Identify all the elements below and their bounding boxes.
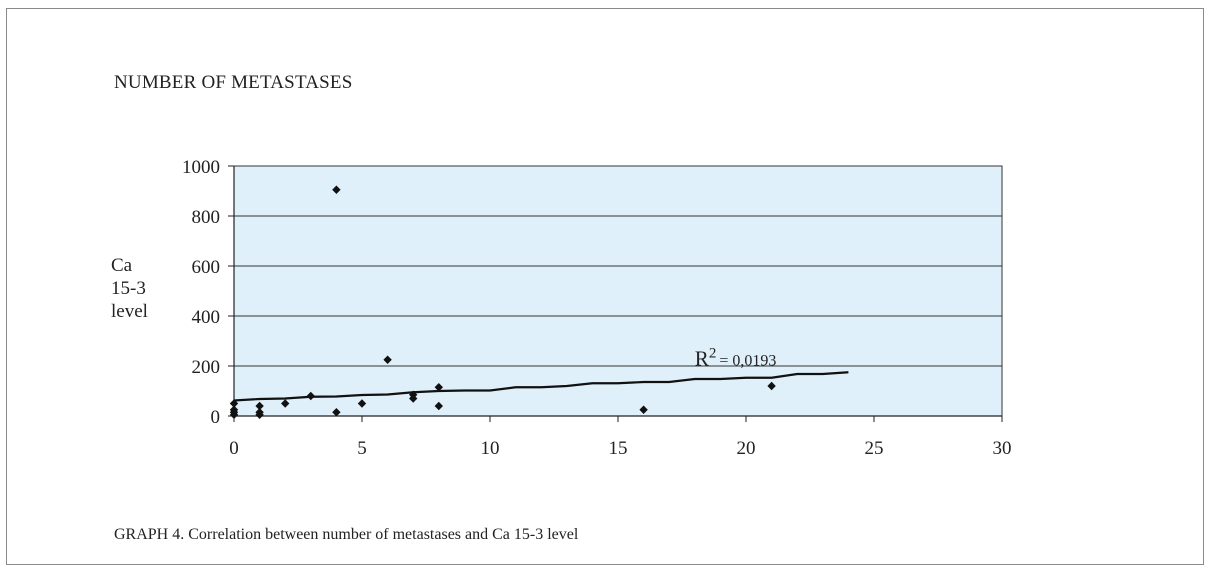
data-point-6 bbox=[255, 401, 264, 411]
trendline bbox=[233, 371, 849, 402]
data-point-5 bbox=[255, 408, 264, 417]
x-tick-label-5: 5 bbox=[357, 438, 367, 459]
x-tick-label-20: 20 bbox=[737, 438, 756, 459]
chart-title: NUMBER OF METASTASES bbox=[114, 72, 353, 93]
y-axis-label: Ca 15-3 level bbox=[111, 254, 148, 323]
figure-caption: GRAPH 4. Correlation between number of m… bbox=[114, 526, 579, 543]
r-squared-label: R2 = 0,0193 bbox=[695, 345, 777, 370]
data-point-10 bbox=[332, 408, 341, 417]
x-tick-label-15: 15 bbox=[609, 438, 628, 459]
y-axis-label-line-1: Ca bbox=[111, 255, 133, 276]
data-point-11 bbox=[357, 399, 367, 408]
y-tick-label-800: 800 bbox=[192, 207, 221, 228]
data-point-3 bbox=[229, 399, 239, 408]
y-tick-label-200: 200 bbox=[192, 357, 221, 378]
y-axis-label-line-2: 15-3 bbox=[111, 278, 146, 299]
y-tick-label-600: 600 bbox=[192, 257, 221, 278]
x-tick-label-0: 0 bbox=[229, 438, 239, 459]
y-tick-labels: 0 200 400 600 800 1000 bbox=[182, 157, 220, 428]
data-point-17 bbox=[639, 405, 648, 414]
data-point-2 bbox=[229, 405, 239, 414]
x-tick-label-10: 10 bbox=[481, 438, 500, 459]
y-tick-label-400: 400 bbox=[192, 307, 221, 328]
trendline-group bbox=[233, 371, 849, 402]
r-squared-superscript: 2 bbox=[709, 345, 717, 361]
x-tick-label-25: 25 bbox=[865, 438, 884, 459]
r-squared-base: R bbox=[695, 346, 709, 370]
data-point-18 bbox=[767, 381, 776, 391]
data-point-7 bbox=[281, 399, 290, 408]
data-point-16 bbox=[434, 401, 443, 411]
plot-area bbox=[233, 165, 1003, 417]
y-tick-label-1000: 1000 bbox=[182, 157, 220, 178]
data-point-14 bbox=[409, 394, 418, 403]
x-tick-label-30: 30 bbox=[993, 438, 1012, 459]
data-points bbox=[229, 185, 776, 419]
r-squared-value: = 0,0193 bbox=[719, 352, 776, 369]
data-point-8 bbox=[306, 391, 315, 401]
x-tick-labels: 0 5 10 15 20 25 30 bbox=[229, 438, 1011, 459]
data-point-9 bbox=[332, 185, 341, 194]
y-axis-label-line-3: level bbox=[111, 301, 148, 322]
data-point-15 bbox=[434, 383, 443, 392]
grid-lines bbox=[234, 165, 1002, 367]
y-tick-label-0: 0 bbox=[211, 407, 221, 428]
data-point-12 bbox=[383, 355, 392, 364]
axes bbox=[228, 165, 1003, 422]
